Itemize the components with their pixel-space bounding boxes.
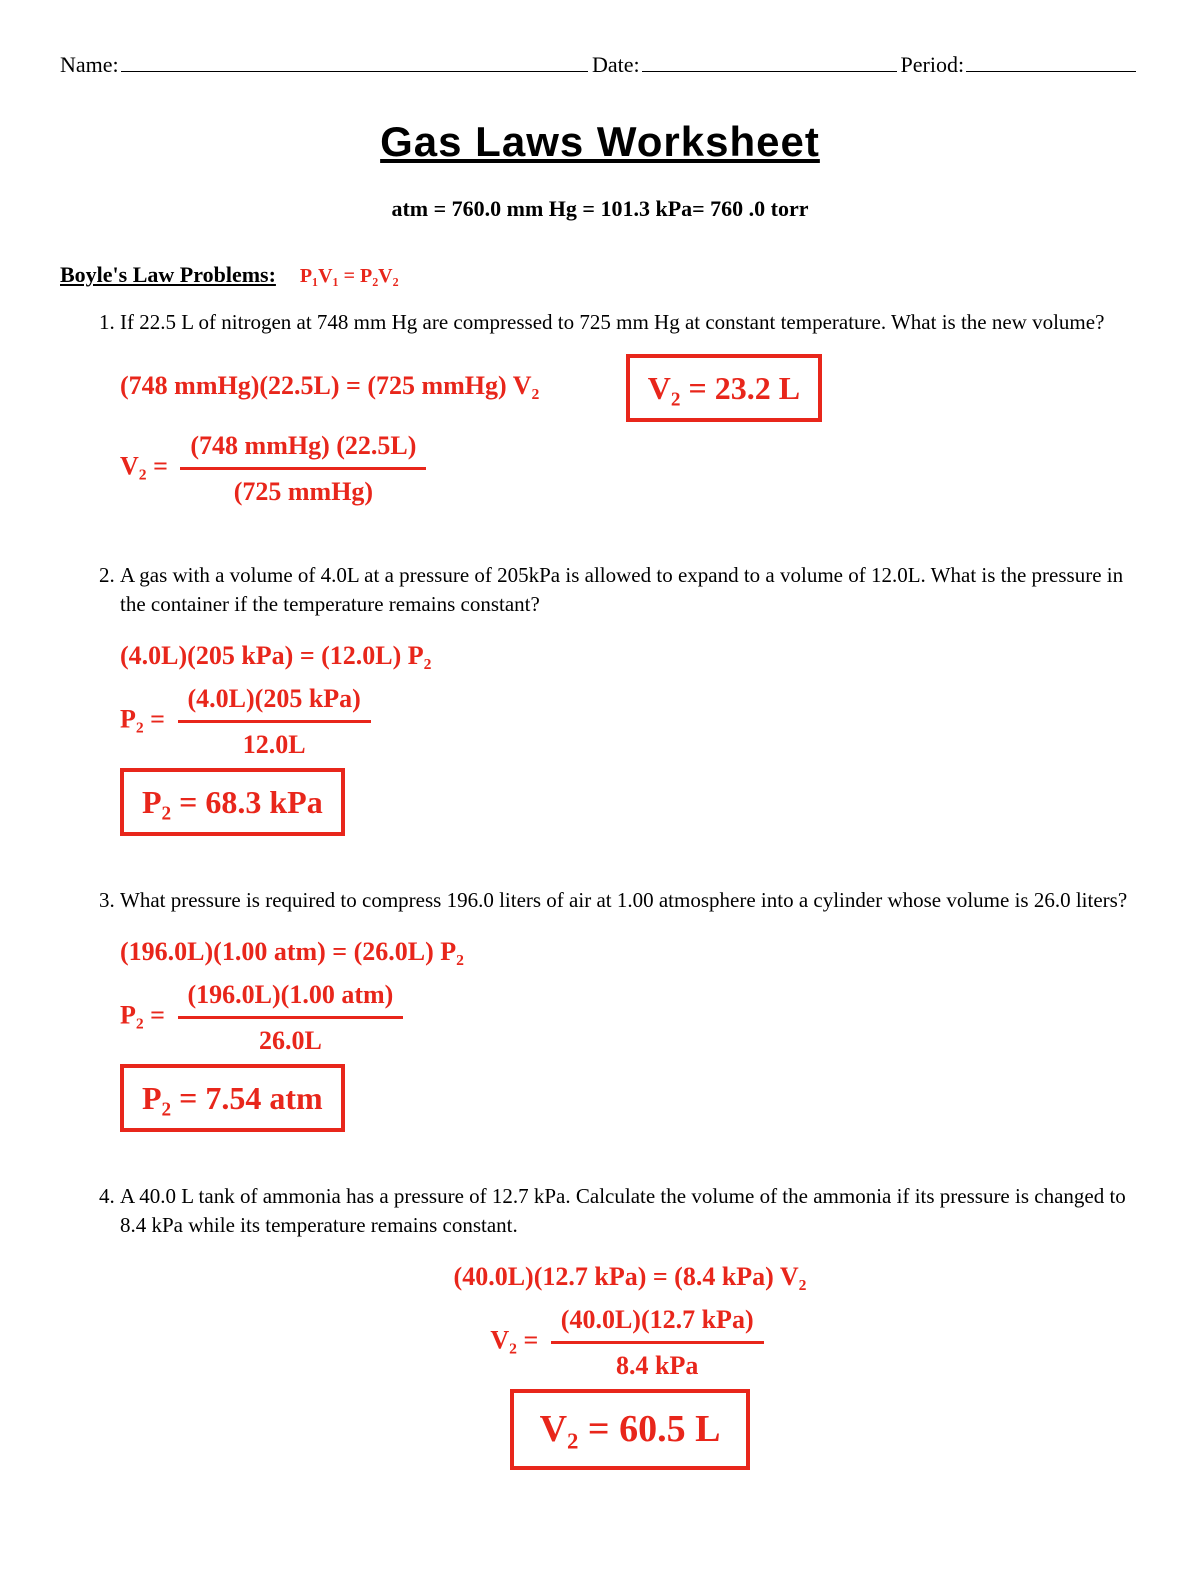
date-blank[interactable] xyxy=(642,50,897,72)
problem-2-text: A gas with a volume of 4.0L at a pressur… xyxy=(120,563,1123,615)
p1-fraction: V₂ = (748 mmHg) (22.5L) (725 mmHg) xyxy=(120,426,1140,511)
p3-equation: (196.0L)(1.00 atm) = (26.0L) P₂ xyxy=(120,932,1140,971)
p1-answer-box: V₂ = 23.2 L xyxy=(626,354,822,422)
problem-4-text: A 40.0 L tank of ammonia has a pressure … xyxy=(120,1184,1126,1236)
section-heading: Boyle's Law Problems: xyxy=(60,262,276,287)
p1-equation: (748 mmHg)(22.5L) = (725 mmHg) V₂ V₂ = 2… xyxy=(120,354,1140,422)
p3-answer: P₂ = 7.54 atm xyxy=(120,1064,1140,1132)
problem-1-text: If 22.5 L of nitrogen at 748 mm Hg are c… xyxy=(120,310,1104,334)
period-blank[interactable] xyxy=(966,50,1136,72)
period-label: Period: xyxy=(901,52,965,78)
problem-1-work: (748 mmHg)(22.5L) = (725 mmHg) V₂ V₂ = 2… xyxy=(120,354,1140,511)
p3-fraction: P₂ = (196.0L)(1.00 atm) 26.0L xyxy=(120,975,1140,1060)
p2-equation: (4.0L)(205 kPa) = (12.0L) P₂ xyxy=(120,636,1140,675)
problem-3-work: (196.0L)(1.00 atm) = (26.0L) P₂ P₂ = (19… xyxy=(120,932,1140,1132)
worksheet-title: Gas Laws Worksheet xyxy=(60,118,1140,166)
boyle-formula-handwritten: P₁V₁ = P₂V₂ xyxy=(300,265,399,287)
conversion-formula: atm = 760.0 mm Hg = 101.3 kPa= 760 .0 to… xyxy=(60,196,1140,222)
name-blank[interactable] xyxy=(121,50,588,72)
date-label: Date: xyxy=(592,52,640,78)
name-label: Name: xyxy=(60,52,119,78)
problem-1: If 22.5 L of nitrogen at 748 mm Hg are c… xyxy=(120,308,1140,511)
problem-list: If 22.5 L of nitrogen at 748 mm Hg are c… xyxy=(120,308,1140,1470)
problem-2-work: (4.0L)(205 kPa) = (12.0L) P₂ P₂ = (4.0L)… xyxy=(120,636,1140,836)
worksheet-page: Name: Date: Period: Gas Laws Worksheet a… xyxy=(0,0,1200,1570)
p2-fraction: P₂ = (4.0L)(205 kPa) 12.0L xyxy=(120,679,1140,764)
p4-equation: (40.0L)(12.7 kPa) = (8.4 kPa) V₂ xyxy=(120,1257,1140,1296)
section-row: Boyle's Law Problems: P₁V₁ = P₂V₂ xyxy=(60,262,1140,288)
problem-4-work: (40.0L)(12.7 kPa) = (8.4 kPa) V₂ V₂ = (4… xyxy=(120,1257,1140,1470)
problem-2: A gas with a volume of 4.0L at a pressur… xyxy=(120,561,1140,836)
p4-fraction: V₂ = (40.0L)(12.7 kPa) 8.4 kPa xyxy=(120,1300,1140,1385)
header-fields: Name: Date: Period: xyxy=(60,50,1140,78)
problem-3: What pressure is required to compress 19… xyxy=(120,886,1140,1132)
problem-3-text: What pressure is required to compress 19… xyxy=(120,888,1127,912)
problem-4: A 40.0 L tank of ammonia has a pressure … xyxy=(120,1182,1140,1470)
p4-answer: V₂ = 60.5 L xyxy=(120,1389,1140,1470)
p2-answer: P₂ = 68.3 kPa xyxy=(120,768,1140,836)
